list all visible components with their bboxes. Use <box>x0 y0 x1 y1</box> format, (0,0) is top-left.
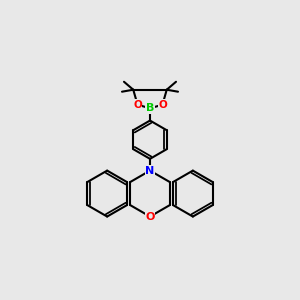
Text: B: B <box>146 103 154 113</box>
Text: O: O <box>158 100 167 110</box>
Text: O: O <box>145 212 155 221</box>
Text: O: O <box>133 100 142 110</box>
Text: N: N <box>146 166 154 176</box>
